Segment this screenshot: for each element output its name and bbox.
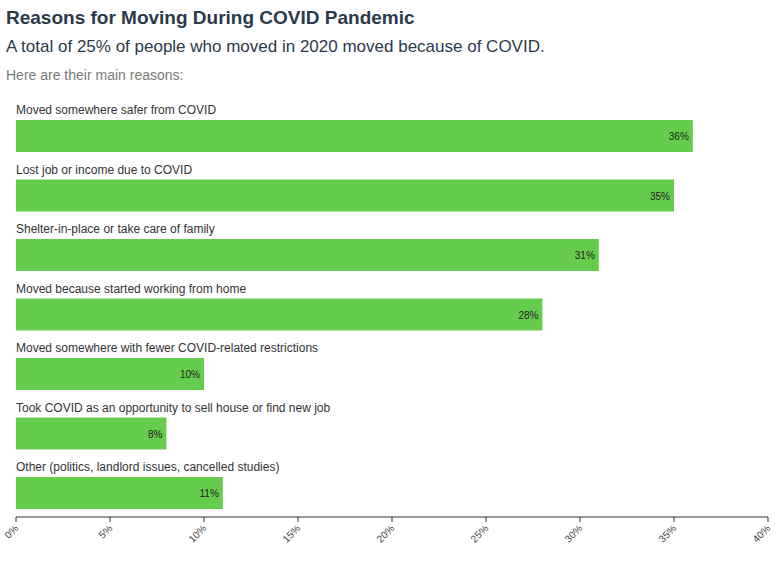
tick-label: 40% bbox=[750, 523, 772, 545]
category-label: Other (politics, landlord issues, cancel… bbox=[16, 460, 279, 474]
bar bbox=[16, 418, 166, 450]
data-label: 11% bbox=[200, 488, 219, 499]
bar bbox=[16, 239, 599, 271]
x-axis: 0% 5% 10% 15% 20% 25% 30% 35% 40% bbox=[2, 517, 772, 545]
bar bbox=[16, 358, 204, 390]
data-label: 36% bbox=[669, 131, 689, 142]
bars bbox=[16, 120, 693, 509]
tick bbox=[392, 517, 393, 522]
tick bbox=[204, 517, 205, 522]
data-label: 8% bbox=[148, 429, 163, 440]
labels: Moved somewhere safer from COVID 36% Lost … bbox=[16, 103, 689, 499]
tick bbox=[16, 517, 17, 522]
tick bbox=[674, 517, 675, 522]
title: Reasons for Moving During COVID Pandemic bbox=[6, 7, 415, 28]
category-label: Took COVID as an opportunity to sell hou… bbox=[16, 401, 331, 415]
tick-label: 0% bbox=[2, 523, 20, 541]
bar bbox=[16, 477, 223, 509]
bar bbox=[16, 299, 542, 331]
annotation: Here are their main reasons: bbox=[6, 67, 183, 83]
data-label: 35% bbox=[650, 191, 670, 202]
data-label: 28% bbox=[518, 310, 538, 321]
category-label: Lost job or income due to COVID bbox=[16, 163, 192, 177]
chart-container: Reasons for Moving During COVID Pandemic… bbox=[0, 0, 784, 564]
tick-label: 35% bbox=[656, 523, 678, 545]
tick-label: 10% bbox=[186, 523, 208, 545]
tick-label: 30% bbox=[562, 523, 584, 545]
category-label: Moved because started working from home bbox=[16, 282, 246, 296]
data-label: 31% bbox=[575, 250, 595, 261]
tick bbox=[110, 517, 111, 522]
tick bbox=[486, 517, 487, 522]
tick-label: 15% bbox=[280, 523, 302, 545]
bar bbox=[16, 120, 693, 152]
tick bbox=[580, 517, 581, 522]
category-label: Shelter-in-place or take care of family bbox=[16, 222, 215, 236]
category-label: Moved somewhere safer from COVID bbox=[16, 103, 216, 117]
tick-label: 20% bbox=[374, 523, 396, 545]
tick-label: 5% bbox=[96, 523, 114, 541]
tick bbox=[768, 517, 769, 522]
subtitle: A total of 25% of people who moved in 20… bbox=[6, 37, 545, 56]
data-label: 10% bbox=[180, 369, 200, 380]
tick-label: 25% bbox=[468, 523, 490, 545]
category-label: Moved somewhere with fewer COVID-related… bbox=[16, 341, 318, 355]
tick bbox=[298, 517, 299, 522]
bar bbox=[16, 180, 674, 212]
chart-svg: Reasons for Moving During COVID Pandemic… bbox=[0, 0, 784, 564]
